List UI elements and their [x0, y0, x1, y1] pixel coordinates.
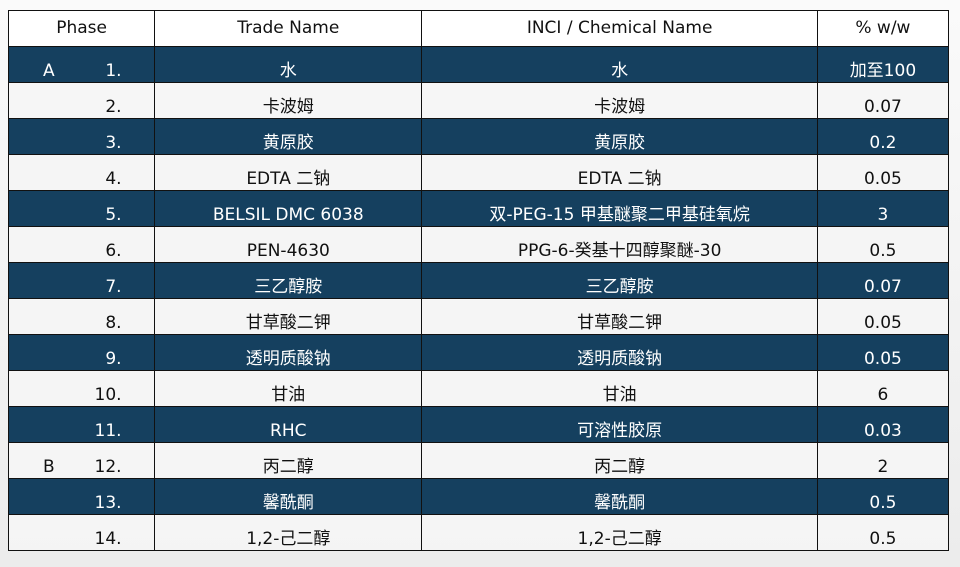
inci-cell: PPG-6-癸基十四醇聚醚-30 — [421, 226, 818, 263]
table-row: B 12. 丙二醇 丙二醇 2 — [7, 442, 950, 479]
table-row: 9. 透明质酸钠 透明质酸钠 0.05 — [7, 334, 950, 371]
inci-cell: 黄原胶 — [421, 118, 818, 155]
item-number: 6. — [105, 241, 122, 261]
trade-name-cell: 透明质酸钠 — [154, 334, 423, 371]
trade-name-cell: 卡波姆 — [154, 82, 423, 119]
inci-cell: 双-PEG-15 甲基醚聚二甲基硅氧烷 — [421, 190, 818, 227]
phase-cell: B 12. — [7, 442, 156, 479]
phase-cell: 6. — [7, 226, 156, 263]
percent-cell: 0.5 — [816, 226, 950, 263]
percent-cell: 0.03 — [816, 406, 950, 443]
phase-cell: 13. — [7, 478, 156, 515]
item-number: 7. — [105, 277, 122, 297]
inci-cell: 可溶性胶原 — [421, 406, 818, 443]
trade-name-cell: 甘油 — [154, 370, 423, 407]
trade-name-cell: PEN-4630 — [154, 226, 423, 263]
table-row: 13. 馨酰酮 馨酰酮 0.5 — [7, 478, 950, 515]
inci-cell: 三乙醇胺 — [421, 262, 818, 299]
percent-cell: 0.05 — [816, 298, 950, 335]
item-number: 1. — [105, 61, 122, 81]
percent-cell: 0.5 — [816, 514, 950, 551]
phase-cell: 9. — [7, 334, 156, 371]
item-number: 10. — [94, 385, 122, 405]
item-number: 8. — [105, 313, 122, 333]
header-inci: INCI / Chemical Name — [421, 10, 818, 47]
table-row: 6. PEN-4630 PPG-6-癸基十四醇聚醚-30 0.5 — [7, 226, 950, 263]
percent-cell: 0.2 — [816, 118, 950, 155]
phase-cell: 11. — [7, 406, 156, 443]
item-number: 5. — [105, 205, 122, 225]
table-row: A 1. 水水加至100 — [7, 46, 950, 83]
item-number: 9. — [105, 349, 122, 369]
phase-cell: 2. — [7, 82, 156, 119]
phase-cell: 14. — [7, 514, 156, 551]
percent-cell: 0.07 — [816, 82, 950, 119]
inci-cell: 馨酰酮 — [421, 478, 818, 515]
inci-cell: 水 — [421, 46, 818, 83]
table-row: 5. BELSIL DMC 6038 双-PEG-15 甲基醚聚二甲基硅氧烷 3 — [7, 190, 950, 227]
phase-cell: 5. — [7, 190, 156, 227]
inci-cell: 透明质酸钠 — [421, 334, 818, 371]
trade-name-cell: 水 — [154, 46, 423, 83]
header-percent: % w/w — [816, 10, 950, 47]
item-number: 12. — [94, 457, 122, 477]
table-row: 3. 黄原胶 黄原胶 0.2 — [7, 118, 950, 155]
phase-cell: A 1. — [7, 46, 156, 83]
table-row: 2. 卡波姆 卡波姆 0.07 — [7, 82, 950, 119]
phase-label: B — [43, 457, 55, 477]
trade-name-cell: 丙二醇 — [154, 442, 423, 479]
table-row: 7. 三乙醇胺 三乙醇胺 0.07 — [7, 262, 950, 299]
phase-label: A — [43, 61, 55, 81]
trade-name-cell: 甘草酸二钾 — [154, 298, 423, 335]
trade-name-cell: 1,2-己二醇 — [154, 514, 423, 551]
phase-cell: 7. — [7, 262, 156, 299]
formulation-table: Phase Trade Name INCI / Chemical Name % … — [7, 10, 950, 551]
percent-cell: 0.05 — [816, 154, 950, 191]
phase-cell: 10. — [7, 370, 156, 407]
item-number: 13. — [94, 493, 122, 513]
phase-cell: 8. — [7, 298, 156, 335]
percent-cell: 2 — [816, 442, 950, 479]
item-number: 3. — [105, 133, 122, 153]
item-number: 4. — [105, 169, 122, 189]
inci-cell: 卡波姆 — [421, 82, 818, 119]
table-row: 14. 1,2-己二醇 1,2-己二醇 0.5 — [7, 514, 950, 551]
header-trade-name: Trade Name — [154, 10, 423, 47]
trade-name-cell: 三乙醇胺 — [154, 262, 423, 299]
trade-name-cell: RHC — [154, 406, 423, 443]
inci-cell: 1,2-己二醇 — [421, 514, 818, 551]
item-number: 14. — [94, 529, 122, 549]
percent-cell: 0.07 — [816, 262, 950, 299]
percent-cell: 3 — [816, 190, 950, 227]
table-row: 10. 甘油 甘油 6 — [7, 370, 950, 407]
item-number: 2. — [105, 97, 122, 117]
percent-cell: 0.5 — [816, 478, 950, 515]
table-row: 11. RHC 可溶性胶原 0.03 — [7, 406, 950, 443]
percent-cell: 6 — [816, 370, 950, 407]
trade-name-cell: 馨酰酮 — [154, 478, 423, 515]
inci-cell: 甘油 — [421, 370, 818, 407]
trade-name-cell: BELSIL DMC 6038 — [154, 190, 423, 227]
phase-cell: 4. — [7, 154, 156, 191]
inci-cell: 甘草酸二钾 — [421, 298, 818, 335]
table-row: 8. 甘草酸二钾 甘草酸二钾 0.05 — [7, 298, 950, 335]
header-phase: Phase — [7, 10, 156, 47]
percent-cell: 加至100 — [816, 46, 950, 83]
item-number: 11. — [94, 421, 122, 441]
percent-cell: 0.05 — [816, 334, 950, 371]
trade-name-cell: EDTA 二钠 — [154, 154, 423, 191]
table-row: 4. EDTA 二钠 EDTA 二钠 0.05 — [7, 154, 950, 191]
trade-name-cell: 黄原胶 — [154, 118, 423, 155]
header-row: Phase Trade Name INCI / Chemical Name % … — [7, 10, 950, 47]
inci-cell: EDTA 二钠 — [421, 154, 818, 191]
phase-cell: 3. — [7, 118, 156, 155]
inci-cell: 丙二醇 — [421, 442, 818, 479]
